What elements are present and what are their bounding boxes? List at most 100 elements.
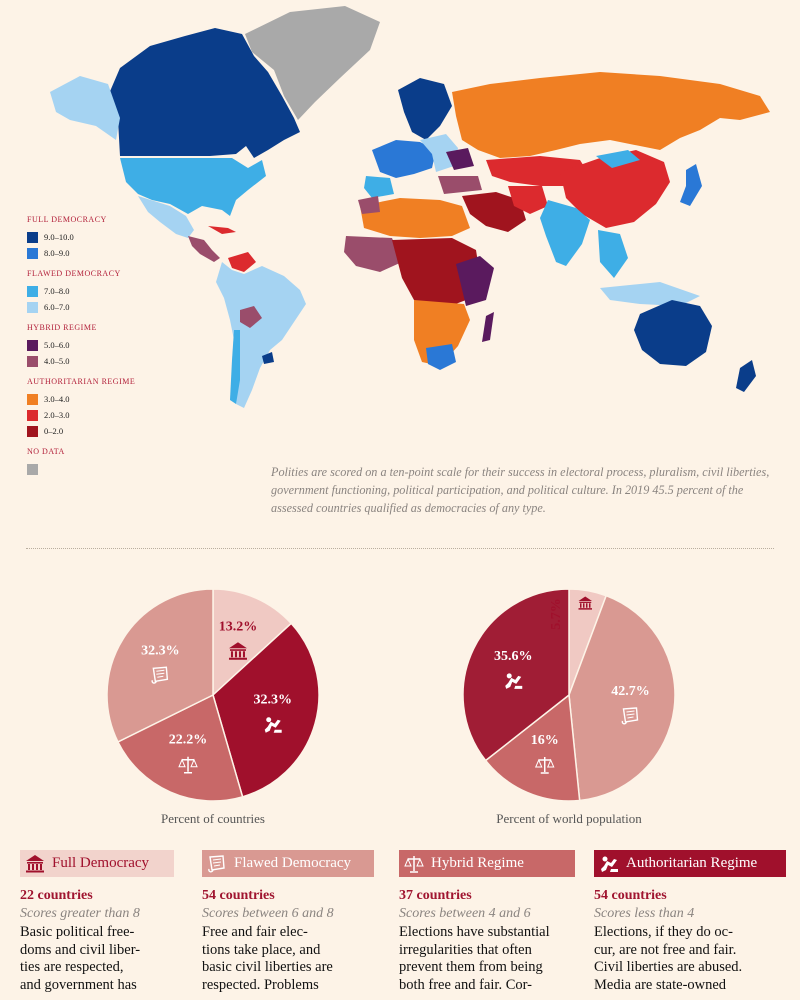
scroll-icon	[151, 666, 169, 684]
badge-label: Hybrid Regime	[431, 855, 524, 871]
pie-value-label: 42.7%	[611, 684, 650, 699]
legend-label: 8.0–9.0	[44, 248, 70, 258]
country-count: 22 countries	[20, 888, 93, 903]
badge-full-democracy: Full Democracy	[20, 850, 174, 877]
column-hybrid-regime: Hybrid Regime 37 countries Scores betwee…	[399, 850, 579, 994]
map-china	[560, 150, 670, 228]
pie-value-label: 32.3%	[253, 693, 292, 708]
pie-value-label: 22.2%	[169, 733, 208, 748]
legend-item	[27, 461, 135, 477]
legend-swatch	[27, 355, 38, 367]
badge-authoritarian-regime: Authoritarian Regime	[594, 850, 786, 877]
pie-slice	[212, 622, 320, 798]
legend-group-title: NO DATA	[27, 447, 65, 456]
scales-icon	[534, 757, 555, 774]
map-central-america	[188, 236, 220, 262]
description: Free and fair elec- tions take place, an…	[202, 924, 333, 993]
pie-value-label: 32.3%	[141, 643, 180, 658]
map-mexico	[138, 196, 194, 238]
country-count: 54 countries	[594, 888, 667, 903]
legend-group: HYBRID REGIME 5.0–6.0 4.0–5.0	[27, 323, 135, 369]
scroll-icon	[208, 854, 225, 872]
pie-slice	[462, 588, 570, 762]
legend-label: 2.0–3.0	[44, 410, 70, 420]
legend-label: 7.0–8.0	[44, 286, 70, 296]
legend-swatch	[27, 231, 38, 243]
legend-group: AUTHORITARIAN REGIME 3.0–4.0 2.0–3.0 0–2.0	[27, 377, 135, 439]
museum-icon	[578, 596, 592, 610]
map-india	[540, 200, 590, 266]
legend-swatch	[27, 301, 38, 313]
fist-icon	[601, 856, 618, 872]
museum-icon	[228, 642, 247, 660]
pie-slice	[116, 693, 244, 802]
map-alaska	[50, 76, 120, 140]
description: Elections have substantial irregularitie…	[399, 924, 550, 993]
map-russia	[452, 72, 770, 158]
legend-item: 7.0–8.0	[27, 283, 135, 299]
country-count: 37 countries	[399, 888, 472, 903]
section-divider	[26, 548, 774, 549]
pie-chart-countries: 13.2% 32.3% 22.2% 32.3%	[63, 585, 363, 845]
map-australia	[634, 300, 712, 366]
map-new-zealand	[736, 360, 756, 392]
score-range: Scores less than 4	[594, 906, 695, 921]
legend-item: 9.0–10.0	[27, 229, 135, 245]
legend-swatch	[27, 425, 38, 437]
pie-population-svg: 5.7% 42.7% 16% 35.6%	[462, 588, 676, 802]
legend-item: 2.0–3.0	[27, 407, 135, 423]
legend-label: 3.0–4.0	[44, 394, 70, 404]
map-greenland	[245, 6, 380, 120]
column-full-democracy: Full Democracy 22 countries Scores great…	[20, 850, 200, 994]
map-bolivia	[240, 306, 262, 328]
map-caribbean	[208, 226, 236, 234]
pie-value-label: 5.7%	[549, 598, 564, 630]
map-western-europe	[372, 140, 436, 178]
pie-slice	[106, 588, 214, 743]
map-madagascar	[482, 312, 494, 342]
map-uruguay	[262, 352, 274, 364]
legend-label: 0–2.0	[44, 426, 64, 436]
map-east-africa	[456, 256, 494, 306]
map-west-africa	[344, 236, 402, 272]
scales-icon	[178, 756, 198, 774]
map-morocco	[358, 196, 380, 214]
pie-value-label: 16%	[531, 733, 559, 748]
legend-swatch	[27, 393, 38, 405]
pie-value-label: 13.2%	[219, 619, 258, 634]
legend-group-title: AUTHORITARIAN REGIME	[27, 377, 136, 386]
scales-icon	[404, 855, 424, 873]
map-indonesia	[600, 282, 700, 306]
score-range: Scores greater than 8	[20, 906, 140, 921]
score-range: Scores between 4 and 6	[399, 906, 531, 921]
legend-item: 5.0–6.0	[27, 337, 135, 353]
map-eastern-europe	[420, 134, 458, 172]
pie-slice	[568, 594, 676, 802]
map-south-africa	[426, 344, 456, 370]
legend-item: 8.0–9.0	[27, 245, 135, 261]
map-iberia	[364, 176, 394, 198]
pie-countries-caption: Percent of countries	[161, 811, 265, 826]
legend-label: 9.0–10.0	[44, 232, 74, 242]
legend-item: 3.0–4.0	[27, 391, 135, 407]
legend-group: NO DATA	[27, 447, 135, 477]
legend-label: 6.0–7.0	[44, 302, 70, 312]
legend-item: 0–2.0	[27, 423, 135, 439]
legend-item: 4.0–5.0	[27, 353, 135, 369]
pie-countries-svg: 13.2% 32.3% 22.2% 32.3%	[106, 588, 320, 802]
map-middle-east	[462, 192, 526, 232]
badge-flawed-democracy: Flawed Democracy	[202, 850, 374, 877]
legend-group: FLAWED DEMOCRACY 7.0–8.0 6.0–7.0	[27, 269, 135, 315]
pie-slice	[484, 693, 581, 802]
map-southeast-asia	[598, 230, 628, 278]
map-south-america	[216, 262, 306, 408]
legend-label: 5.0–6.0	[44, 340, 70, 350]
fist-icon	[264, 717, 282, 733]
map-caption: Polities are scored on a ten-point scale…	[271, 465, 770, 515]
scroll-icon	[621, 707, 639, 725]
legend-group-title: HYBRID REGIME	[27, 323, 97, 332]
legend-swatch	[27, 339, 38, 351]
map-japan	[680, 164, 702, 206]
world-map	[50, 6, 770, 408]
legend-swatch	[27, 247, 38, 259]
